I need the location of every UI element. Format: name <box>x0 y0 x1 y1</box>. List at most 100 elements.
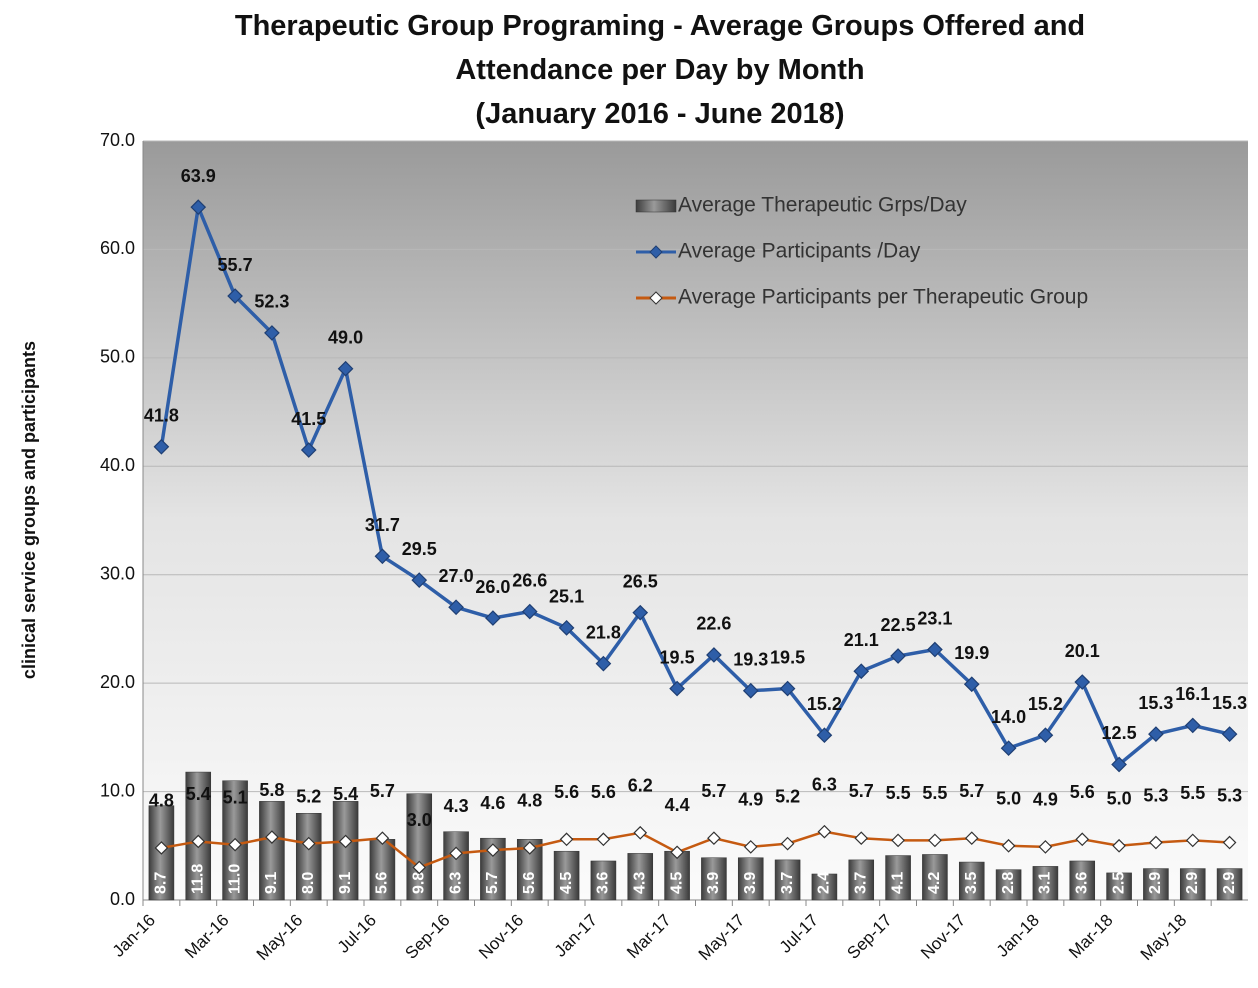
x-tick-label: Nov-16 <box>475 911 527 963</box>
point-marker <box>338 834 353 849</box>
bar <box>958 861 985 901</box>
point-marker <box>890 648 906 664</box>
bar <box>1032 866 1059 901</box>
bar-value-label: 3.9 <box>705 872 722 894</box>
point-value-label: 5.3 <box>1217 785 1242 805</box>
point-marker <box>1221 726 1238 742</box>
x-tick-label: Jan-17 <box>551 911 601 961</box>
y-tick-label: 50.0 <box>100 347 135 367</box>
point-value-label: 12.5 <box>1102 723 1137 743</box>
bar-value-label: 3.6 <box>1073 872 1090 894</box>
bar <box>259 801 285 901</box>
point-marker <box>374 548 391 565</box>
point-marker <box>521 603 538 620</box>
bar-value-label: 3.1 <box>1037 872 1054 894</box>
bar <box>369 839 396 901</box>
bar-value-label: 8.7 <box>153 872 170 894</box>
bar <box>1143 868 1169 901</box>
point-marker <box>411 572 428 588</box>
bar-value-label: 2.9 <box>1184 872 1201 894</box>
point-value-label: 5.0 <box>996 789 1021 809</box>
bar <box>885 855 911 901</box>
point-value-label: 26.6 <box>512 570 547 590</box>
point-marker <box>264 325 280 341</box>
bar <box>1179 868 1206 901</box>
bar <box>737 857 764 901</box>
point-value-label: 63.9 <box>181 166 216 186</box>
point-marker <box>669 680 685 697</box>
point-marker <box>485 610 501 626</box>
point-marker <box>743 840 758 854</box>
bar <box>701 857 727 901</box>
bar <box>774 859 801 901</box>
bar-value-label: 3.6 <box>595 872 612 894</box>
bar <box>1216 868 1243 901</box>
x-tick-label: Mar-17 <box>623 911 675 963</box>
point-value-label: 5.6 <box>554 782 579 802</box>
point-marker <box>596 832 611 847</box>
y-tick-label: 60.0 <box>100 238 135 258</box>
x-tick-label: May-17 <box>695 911 749 965</box>
point-value-label: 5.5 <box>886 783 911 803</box>
legend-swatch <box>635 199 677 213</box>
plot-area <box>143 141 1248 900</box>
bar-value-label: 3.7 <box>779 872 796 894</box>
point-marker <box>1112 838 1126 853</box>
bar-value-label: 4.5 <box>558 872 575 894</box>
point-marker <box>375 831 390 846</box>
y-tick-label: 40.0 <box>100 455 135 475</box>
bar-value-label: 3.7 <box>852 872 869 894</box>
legend-label: Average Therapeutic Grps/Day <box>678 194 967 217</box>
point-marker <box>1001 838 1016 853</box>
point-marker <box>632 604 649 621</box>
y-tick-label: 10.0 <box>100 780 135 800</box>
point-value-label: 4.9 <box>738 790 763 810</box>
point-marker <box>706 647 722 663</box>
point-marker <box>1000 740 1017 757</box>
point-value-label: 5.7 <box>849 781 874 801</box>
chart-subtitle: (January 2016 - June 2018) <box>475 98 845 130</box>
point-value-label: 5.7 <box>959 781 984 801</box>
x-tick-label: Jul-17 <box>776 911 822 957</box>
bar-value-label: 9.8 <box>410 872 427 894</box>
point-value-label: 4.8 <box>149 791 174 811</box>
bar-value-label: 4.3 <box>631 872 648 894</box>
point-marker <box>301 836 316 851</box>
point-value-label: 4.6 <box>480 793 505 813</box>
point-value-label: 5.6 <box>591 782 616 802</box>
point-value-label: 20.1 <box>1065 641 1100 661</box>
point-marker <box>891 833 905 848</box>
y-tick-label: 30.0 <box>100 563 135 583</box>
point-marker <box>153 438 170 455</box>
x-tick-label: Jan-18 <box>993 911 1043 961</box>
point-marker <box>448 599 464 616</box>
point-value-label: 5.5 <box>1180 783 1205 803</box>
point-marker <box>963 676 980 693</box>
x-tick-label: Jan-16 <box>109 911 159 961</box>
x-tick-label: May-18 <box>1137 911 1191 965</box>
bar <box>222 780 248 901</box>
point-marker <box>412 860 427 875</box>
point-value-label: 5.1 <box>223 787 248 807</box>
x-tick-label: May-16 <box>253 911 307 965</box>
bar-value-label: 5.7 <box>484 872 501 894</box>
legend-marker <box>649 245 663 259</box>
point-value-label: 3.0 <box>407 810 432 830</box>
point-marker <box>928 833 942 848</box>
bar <box>295 813 322 901</box>
point-marker <box>300 442 317 458</box>
point-marker <box>522 841 537 855</box>
bar-value-label: 2.9 <box>1147 872 1164 894</box>
point-value-label: 55.7 <box>218 255 253 275</box>
point-value-label: 15.2 <box>1028 694 1063 714</box>
point-marker <box>1038 840 1053 854</box>
bar-value-label: 4.1 <box>889 872 906 894</box>
bar-value-label: 4.2 <box>926 872 943 894</box>
point-value-label: 21.1 <box>844 630 879 650</box>
point-marker <box>816 727 833 744</box>
point-marker <box>853 663 870 680</box>
x-tick-label: Sep-16 <box>401 911 453 963</box>
point-marker <box>1184 717 1201 734</box>
